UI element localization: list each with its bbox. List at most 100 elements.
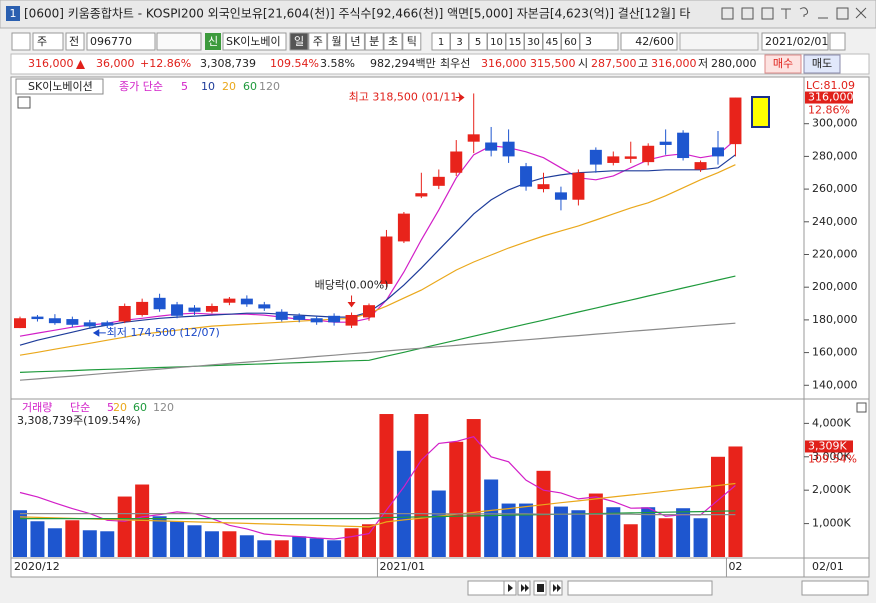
layout-button[interactable] xyxy=(11,32,31,51)
volume-bar xyxy=(65,520,80,557)
volume-bar xyxy=(30,521,45,557)
volume-bar xyxy=(47,528,62,557)
period-button[interactable] xyxy=(327,32,347,51)
period-button[interactable] xyxy=(402,32,422,51)
custom-interval: 3 xyxy=(585,35,592,48)
volume-bar xyxy=(484,479,499,557)
candle-body xyxy=(136,301,149,315)
volume-ma-legend: 120 xyxy=(153,401,174,414)
candle-body xyxy=(205,305,218,312)
volume-bar xyxy=(519,503,534,557)
quote-bar xyxy=(10,53,870,75)
change: 36,000 xyxy=(96,57,135,70)
all-label: 전 xyxy=(69,35,79,48)
volume-bar xyxy=(588,493,603,557)
new-button[interactable] xyxy=(205,33,221,50)
interval-label: 3 xyxy=(456,37,462,48)
volume-bar xyxy=(327,540,342,557)
all-button[interactable] xyxy=(65,32,85,51)
buy-button[interactable] xyxy=(764,54,802,74)
volume-bar xyxy=(414,414,429,557)
volume-bar xyxy=(239,535,254,557)
candle-body xyxy=(572,172,585,200)
low-label: 저 xyxy=(698,57,708,70)
volume-bar xyxy=(257,540,272,557)
volume-bar xyxy=(711,456,725,557)
volume-bar xyxy=(449,441,464,557)
period-button[interactable] xyxy=(364,32,384,51)
candle-body xyxy=(310,318,323,323)
interval-label: 15 xyxy=(509,37,522,48)
candle-body xyxy=(66,319,79,325)
y-tick-label: 3,000K xyxy=(812,450,851,463)
scrollbar[interactable] xyxy=(467,580,505,596)
ma-legend: 5 xyxy=(181,80,188,93)
window-number-box xyxy=(6,6,20,21)
title-bar xyxy=(0,0,876,29)
ma-line xyxy=(19,275,736,373)
candle-body xyxy=(554,192,567,200)
y-tick-label: 140,000 xyxy=(812,378,858,391)
candle-body xyxy=(467,134,480,142)
period-label: 년 xyxy=(350,35,360,48)
count-box[interactable] xyxy=(620,32,678,51)
scroll-icons xyxy=(508,584,561,592)
high-label: 고 xyxy=(638,57,648,70)
candle-body xyxy=(48,318,61,324)
period-button[interactable] xyxy=(289,32,309,51)
amount: 982,294백만 xyxy=(370,57,436,70)
candle-body xyxy=(677,132,690,159)
stock-name: SK이노베이 xyxy=(226,35,281,48)
y-tick-label: 1,000K xyxy=(812,517,851,530)
period-type-box[interactable] xyxy=(32,32,64,51)
y-tick-label: 2,000K xyxy=(812,483,851,496)
best-label: 최우선 xyxy=(440,57,470,70)
interval-button[interactable] xyxy=(561,32,580,51)
count: 42/600 xyxy=(635,35,674,48)
price-marker-label: 316,000 xyxy=(808,91,854,104)
y-tick-label: 180,000 xyxy=(812,313,858,326)
volume-marker xyxy=(805,440,853,453)
candle-body xyxy=(432,176,445,186)
period-button[interactable] xyxy=(308,32,328,51)
candle-body xyxy=(240,298,253,305)
candle-body xyxy=(607,156,620,163)
volume-bar xyxy=(204,531,219,557)
volume-bar xyxy=(641,507,656,557)
date-box[interactable] xyxy=(761,32,829,51)
period-button[interactable] xyxy=(383,32,403,51)
volume-bar xyxy=(309,538,324,557)
period-button[interactable] xyxy=(345,32,365,51)
price: 316,000 xyxy=(28,57,74,70)
y-tick-label: 4,000K xyxy=(812,416,851,429)
tool-icons[interactable] xyxy=(679,32,759,51)
volume-bar xyxy=(274,540,289,557)
volume-bar xyxy=(676,508,691,557)
calendar-button[interactable] xyxy=(829,32,846,51)
volume-legend: 거래량 xyxy=(22,401,52,414)
volume-ma-legend: 20 xyxy=(113,401,127,414)
candle-body xyxy=(275,311,288,320)
ma-line xyxy=(19,164,736,356)
volume-bar xyxy=(222,531,237,557)
candle-body xyxy=(363,305,375,318)
volume-summary: 3,308,739주(109.54%) xyxy=(17,414,141,427)
candle-body xyxy=(188,307,201,312)
period-label: 초 xyxy=(388,35,398,48)
lc-label: LC:81.09 xyxy=(806,79,855,92)
sell-button[interactable] xyxy=(803,54,841,74)
interval-label: 10 xyxy=(490,37,503,48)
candle-body xyxy=(729,97,742,145)
x-end-label: 02/01 xyxy=(812,560,844,573)
grid-icon[interactable] xyxy=(17,96,31,109)
candle-body xyxy=(502,141,515,157)
panel-button[interactable] xyxy=(856,402,867,413)
window-controls[interactable] xyxy=(721,7,867,20)
candle-body xyxy=(223,298,236,303)
search-buttons[interactable] xyxy=(156,32,202,51)
code-input[interactable] xyxy=(86,32,156,51)
period-label: 일 xyxy=(294,34,304,48)
turnover: 3.58% xyxy=(320,57,355,70)
low-annotation: 최저 174,500 (12/07) xyxy=(107,326,220,339)
